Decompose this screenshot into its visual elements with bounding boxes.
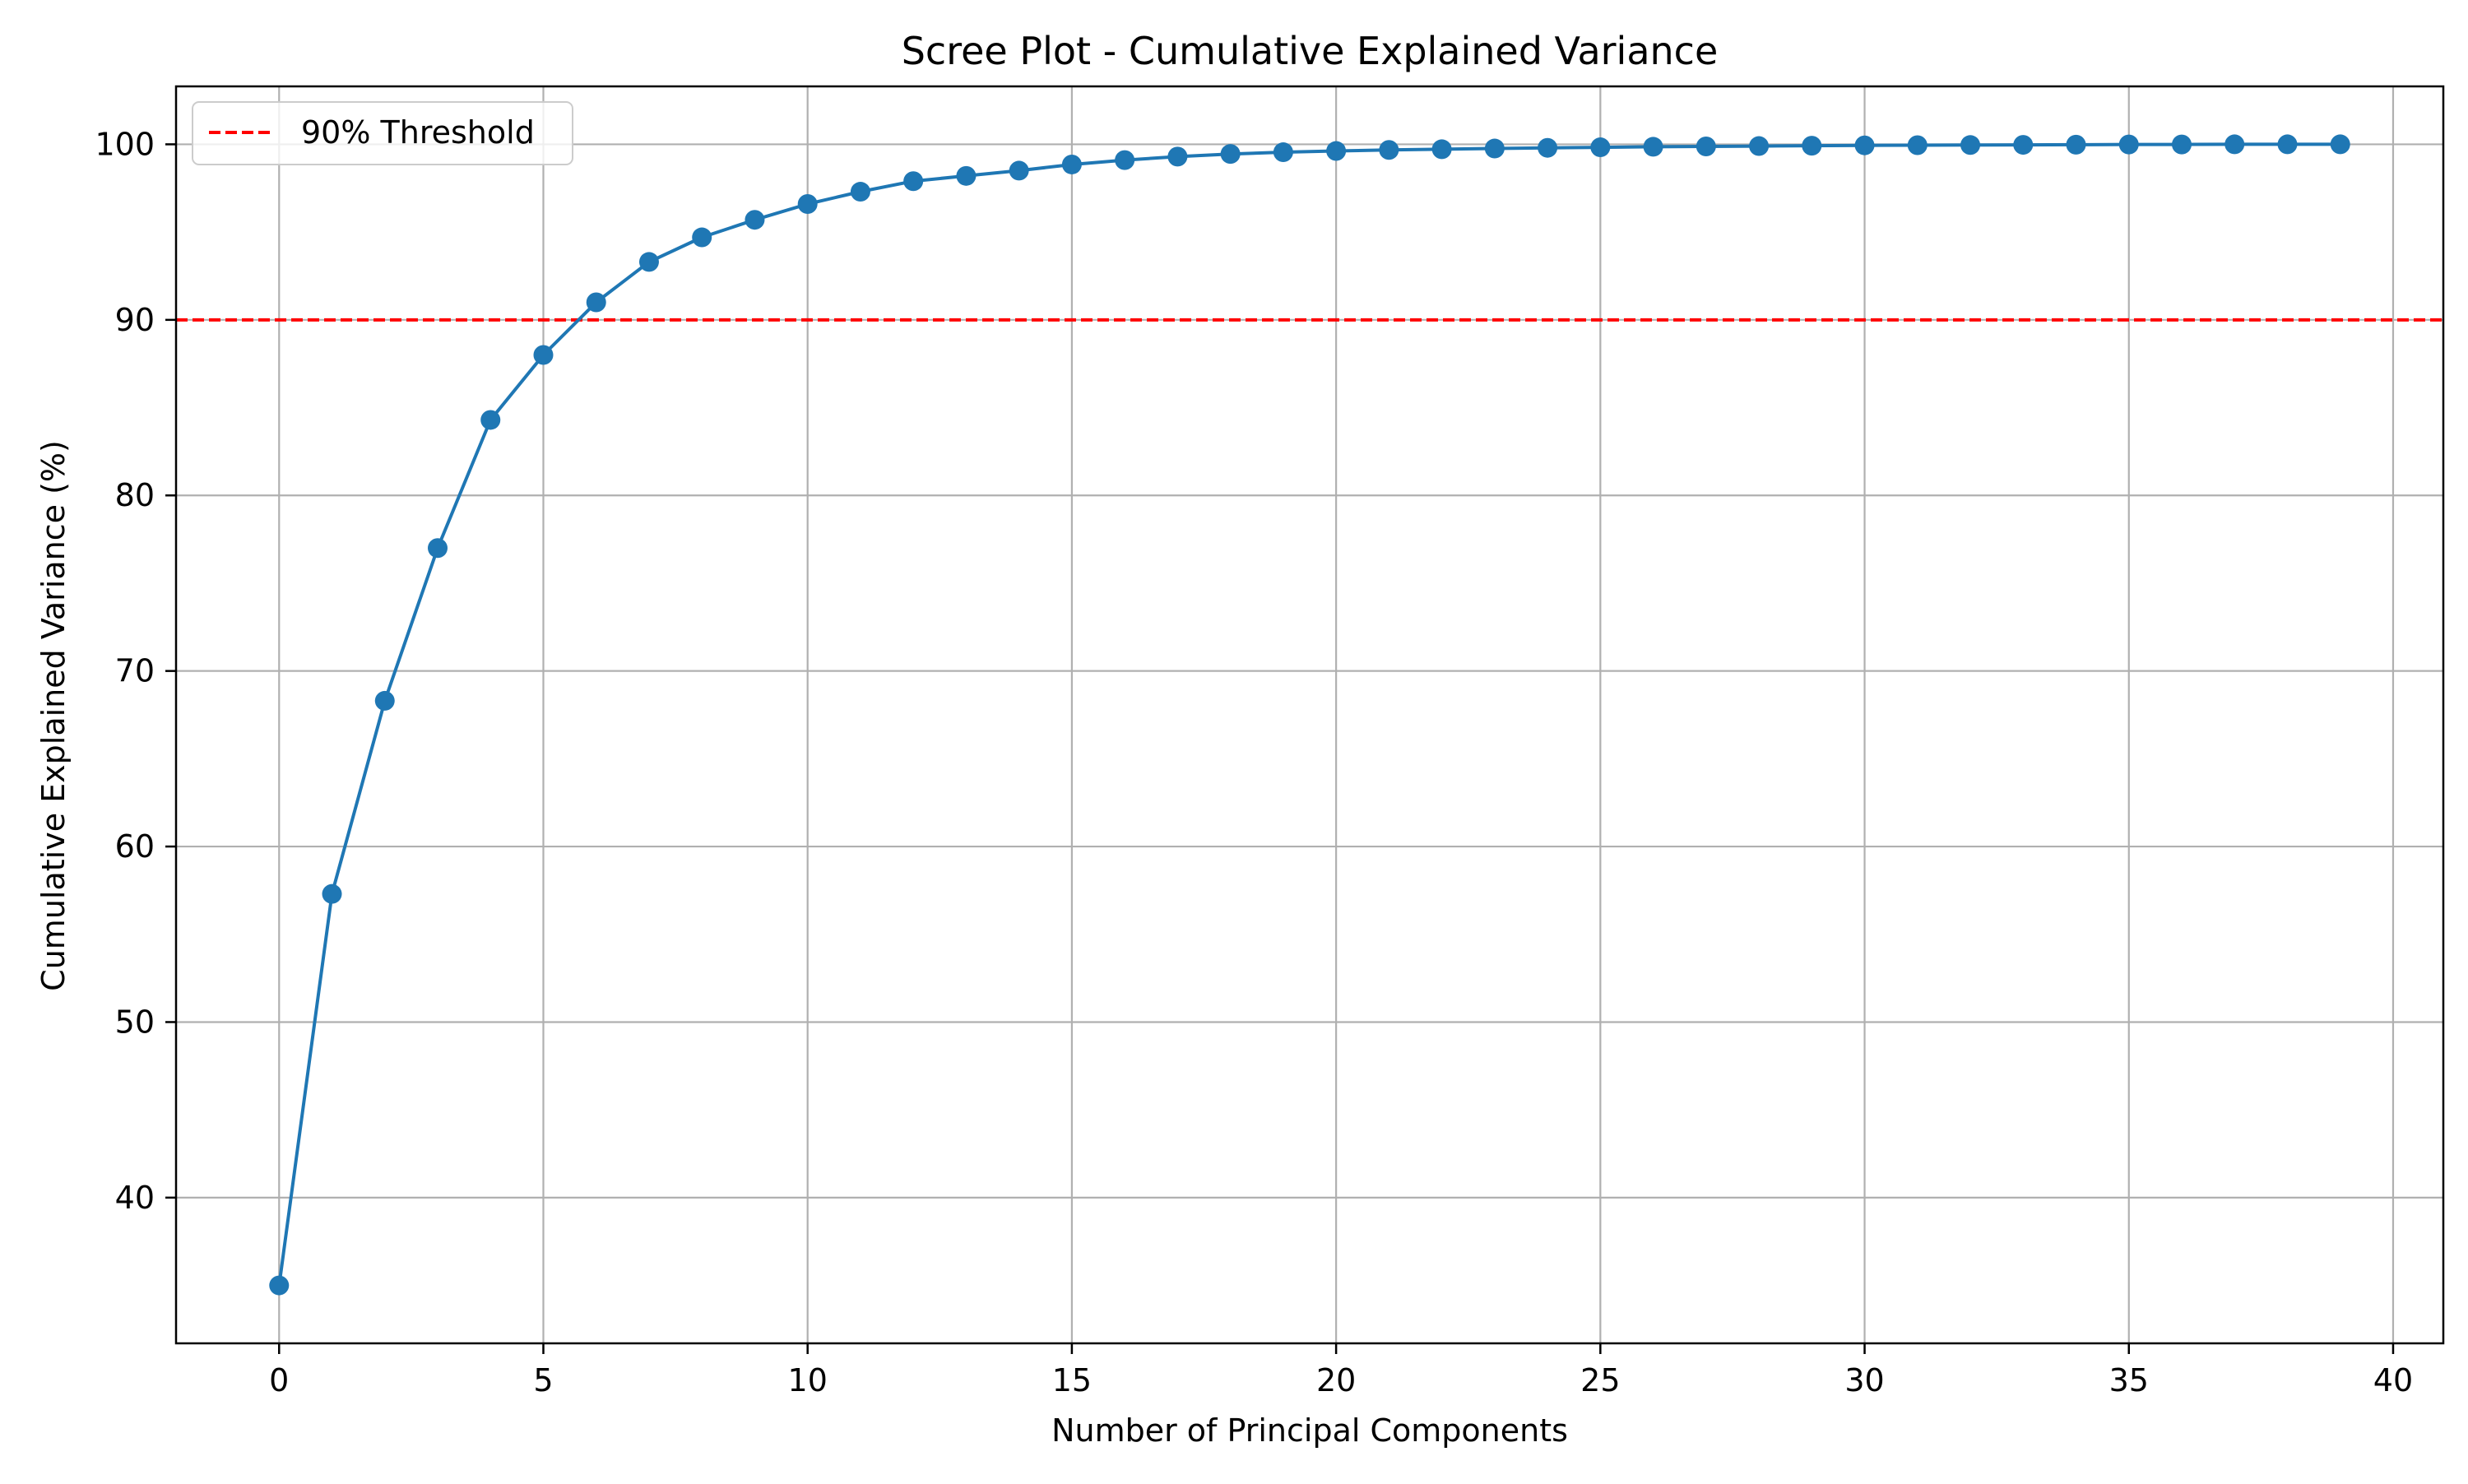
data-point — [2224, 134, 2245, 155]
legend: 90% Threshold — [192, 101, 573, 165]
series-line — [277, 142, 2340, 1286]
x-tick-label: 0 — [269, 1362, 289, 1398]
data-point — [1484, 138, 1505, 159]
chart-title: Scree Plot - Cumulative Explained Varian… — [902, 29, 1719, 73]
data-point — [2277, 134, 2298, 155]
data-point — [1960, 135, 1981, 155]
data-point — [692, 227, 712, 248]
data-point — [1696, 136, 1716, 156]
data-point — [1590, 137, 1611, 158]
legend-label-threshold: 90% Threshold — [301, 114, 535, 151]
x-tick-label: 20 — [1316, 1362, 1356, 1398]
data-point — [269, 1275, 290, 1296]
legend-box — [192, 101, 573, 165]
x-tick-label: 5 — [533, 1362, 553, 1398]
data-point — [1379, 140, 1399, 160]
data-point — [1802, 136, 1822, 156]
data-point — [2118, 134, 2139, 155]
data-point — [1643, 137, 1663, 157]
y-axis-title: Cumulative Explained Variance (%) — [35, 440, 72, 991]
data-point — [2330, 134, 2350, 155]
data-point — [1431, 139, 1452, 160]
x-axis-title: Number of Principal Components — [1051, 1412, 1568, 1449]
data-point — [586, 292, 606, 313]
x-tick-label: 10 — [788, 1362, 828, 1398]
data-point — [2013, 135, 2034, 155]
data-point — [956, 165, 977, 186]
data-point — [374, 690, 395, 711]
y-tick-label: 100 — [95, 126, 155, 162]
grid-layer — [176, 86, 2443, 1343]
data-point — [480, 410, 501, 430]
data-point — [1061, 154, 1082, 174]
data-point — [745, 210, 765, 230]
data-point — [1749, 136, 1770, 156]
x-tick-label: 25 — [1580, 1362, 1620, 1398]
x-tick-label: 40 — [2373, 1362, 2413, 1398]
data-point — [1326, 141, 1347, 161]
data-point — [2172, 134, 2192, 155]
plot-area-frame — [174, 85, 2445, 1345]
data-point — [1220, 144, 1241, 165]
y-tick-label: 40 — [115, 1180, 155, 1216]
data-point — [1115, 150, 1135, 170]
data-point — [533, 345, 554, 365]
x-tick-label: 35 — [2109, 1362, 2149, 1398]
data-point — [1167, 146, 1188, 167]
data-point — [1009, 160, 1029, 181]
tick-layer: 0 5 10 15 20 25 30 35 40 40 50 60 70 80 90 100 — [95, 126, 2413, 1398]
data-point — [1854, 135, 1875, 155]
y-tick-label: 70 — [115, 653, 155, 689]
data-point — [428, 538, 448, 559]
data-point — [1907, 135, 1928, 155]
data-point — [850, 182, 870, 202]
data-point — [638, 252, 659, 272]
x-tick-label: 30 — [1844, 1362, 1884, 1398]
y-tick-label: 80 — [115, 477, 155, 513]
data-point — [1538, 137, 1558, 158]
x-tick-label: 15 — [1052, 1362, 1092, 1398]
y-tick-label: 50 — [115, 1004, 155, 1040]
data-point — [322, 883, 342, 904]
data-point — [797, 193, 818, 214]
series-layer — [269, 134, 2350, 1296]
data-point — [903, 171, 924, 192]
data-point — [1273, 142, 1293, 163]
data-point — [2066, 134, 2086, 155]
y-tick-label: 60 — [115, 828, 155, 865]
y-tick-label: 90 — [115, 302, 155, 338]
